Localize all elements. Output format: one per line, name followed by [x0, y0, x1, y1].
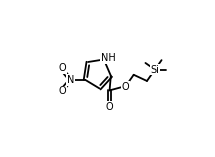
Text: O: O: [106, 102, 113, 112]
Text: NH: NH: [101, 53, 115, 63]
Text: O: O: [58, 87, 66, 97]
Text: N: N: [67, 75, 74, 85]
Text: Si: Si: [150, 65, 159, 75]
Text: O: O: [122, 82, 130, 92]
Text: O: O: [58, 63, 66, 73]
